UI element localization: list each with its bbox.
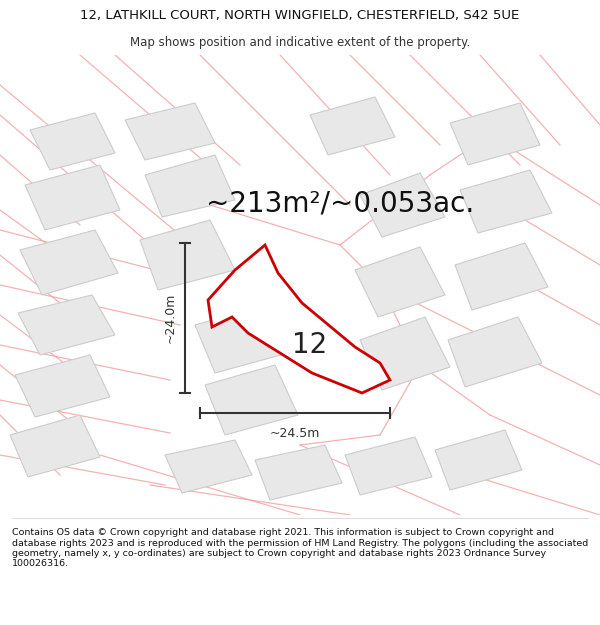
Text: 12, LATHKILL COURT, NORTH WINGFIELD, CHESTERFIELD, S42 5UE: 12, LATHKILL COURT, NORTH WINGFIELD, CHE… xyxy=(80,9,520,22)
Polygon shape xyxy=(448,317,542,387)
Polygon shape xyxy=(455,243,548,310)
Polygon shape xyxy=(125,103,215,160)
Polygon shape xyxy=(165,440,252,493)
Polygon shape xyxy=(205,365,298,435)
Polygon shape xyxy=(30,113,115,170)
Polygon shape xyxy=(435,430,522,490)
Polygon shape xyxy=(208,245,390,393)
Polygon shape xyxy=(15,355,110,417)
Polygon shape xyxy=(310,97,395,155)
Polygon shape xyxy=(20,230,118,295)
Polygon shape xyxy=(345,437,432,495)
Polygon shape xyxy=(255,445,342,500)
Text: 12: 12 xyxy=(292,331,328,359)
Polygon shape xyxy=(360,173,445,237)
Polygon shape xyxy=(140,220,235,290)
Text: Map shows position and indicative extent of the property.: Map shows position and indicative extent… xyxy=(130,36,470,49)
Text: ~24.0m: ~24.0m xyxy=(164,292,177,343)
Polygon shape xyxy=(10,415,100,477)
Text: ~213m²/~0.053ac.: ~213m²/~0.053ac. xyxy=(206,189,474,217)
Text: ~24.5m: ~24.5m xyxy=(270,427,320,440)
Polygon shape xyxy=(450,103,540,165)
Polygon shape xyxy=(355,247,445,317)
Polygon shape xyxy=(18,295,115,355)
Polygon shape xyxy=(360,317,450,390)
Polygon shape xyxy=(25,165,120,230)
Text: Contains OS data © Crown copyright and database right 2021. This information is : Contains OS data © Crown copyright and d… xyxy=(12,528,588,568)
Polygon shape xyxy=(195,305,288,373)
Polygon shape xyxy=(145,155,235,217)
Polygon shape xyxy=(460,170,552,233)
